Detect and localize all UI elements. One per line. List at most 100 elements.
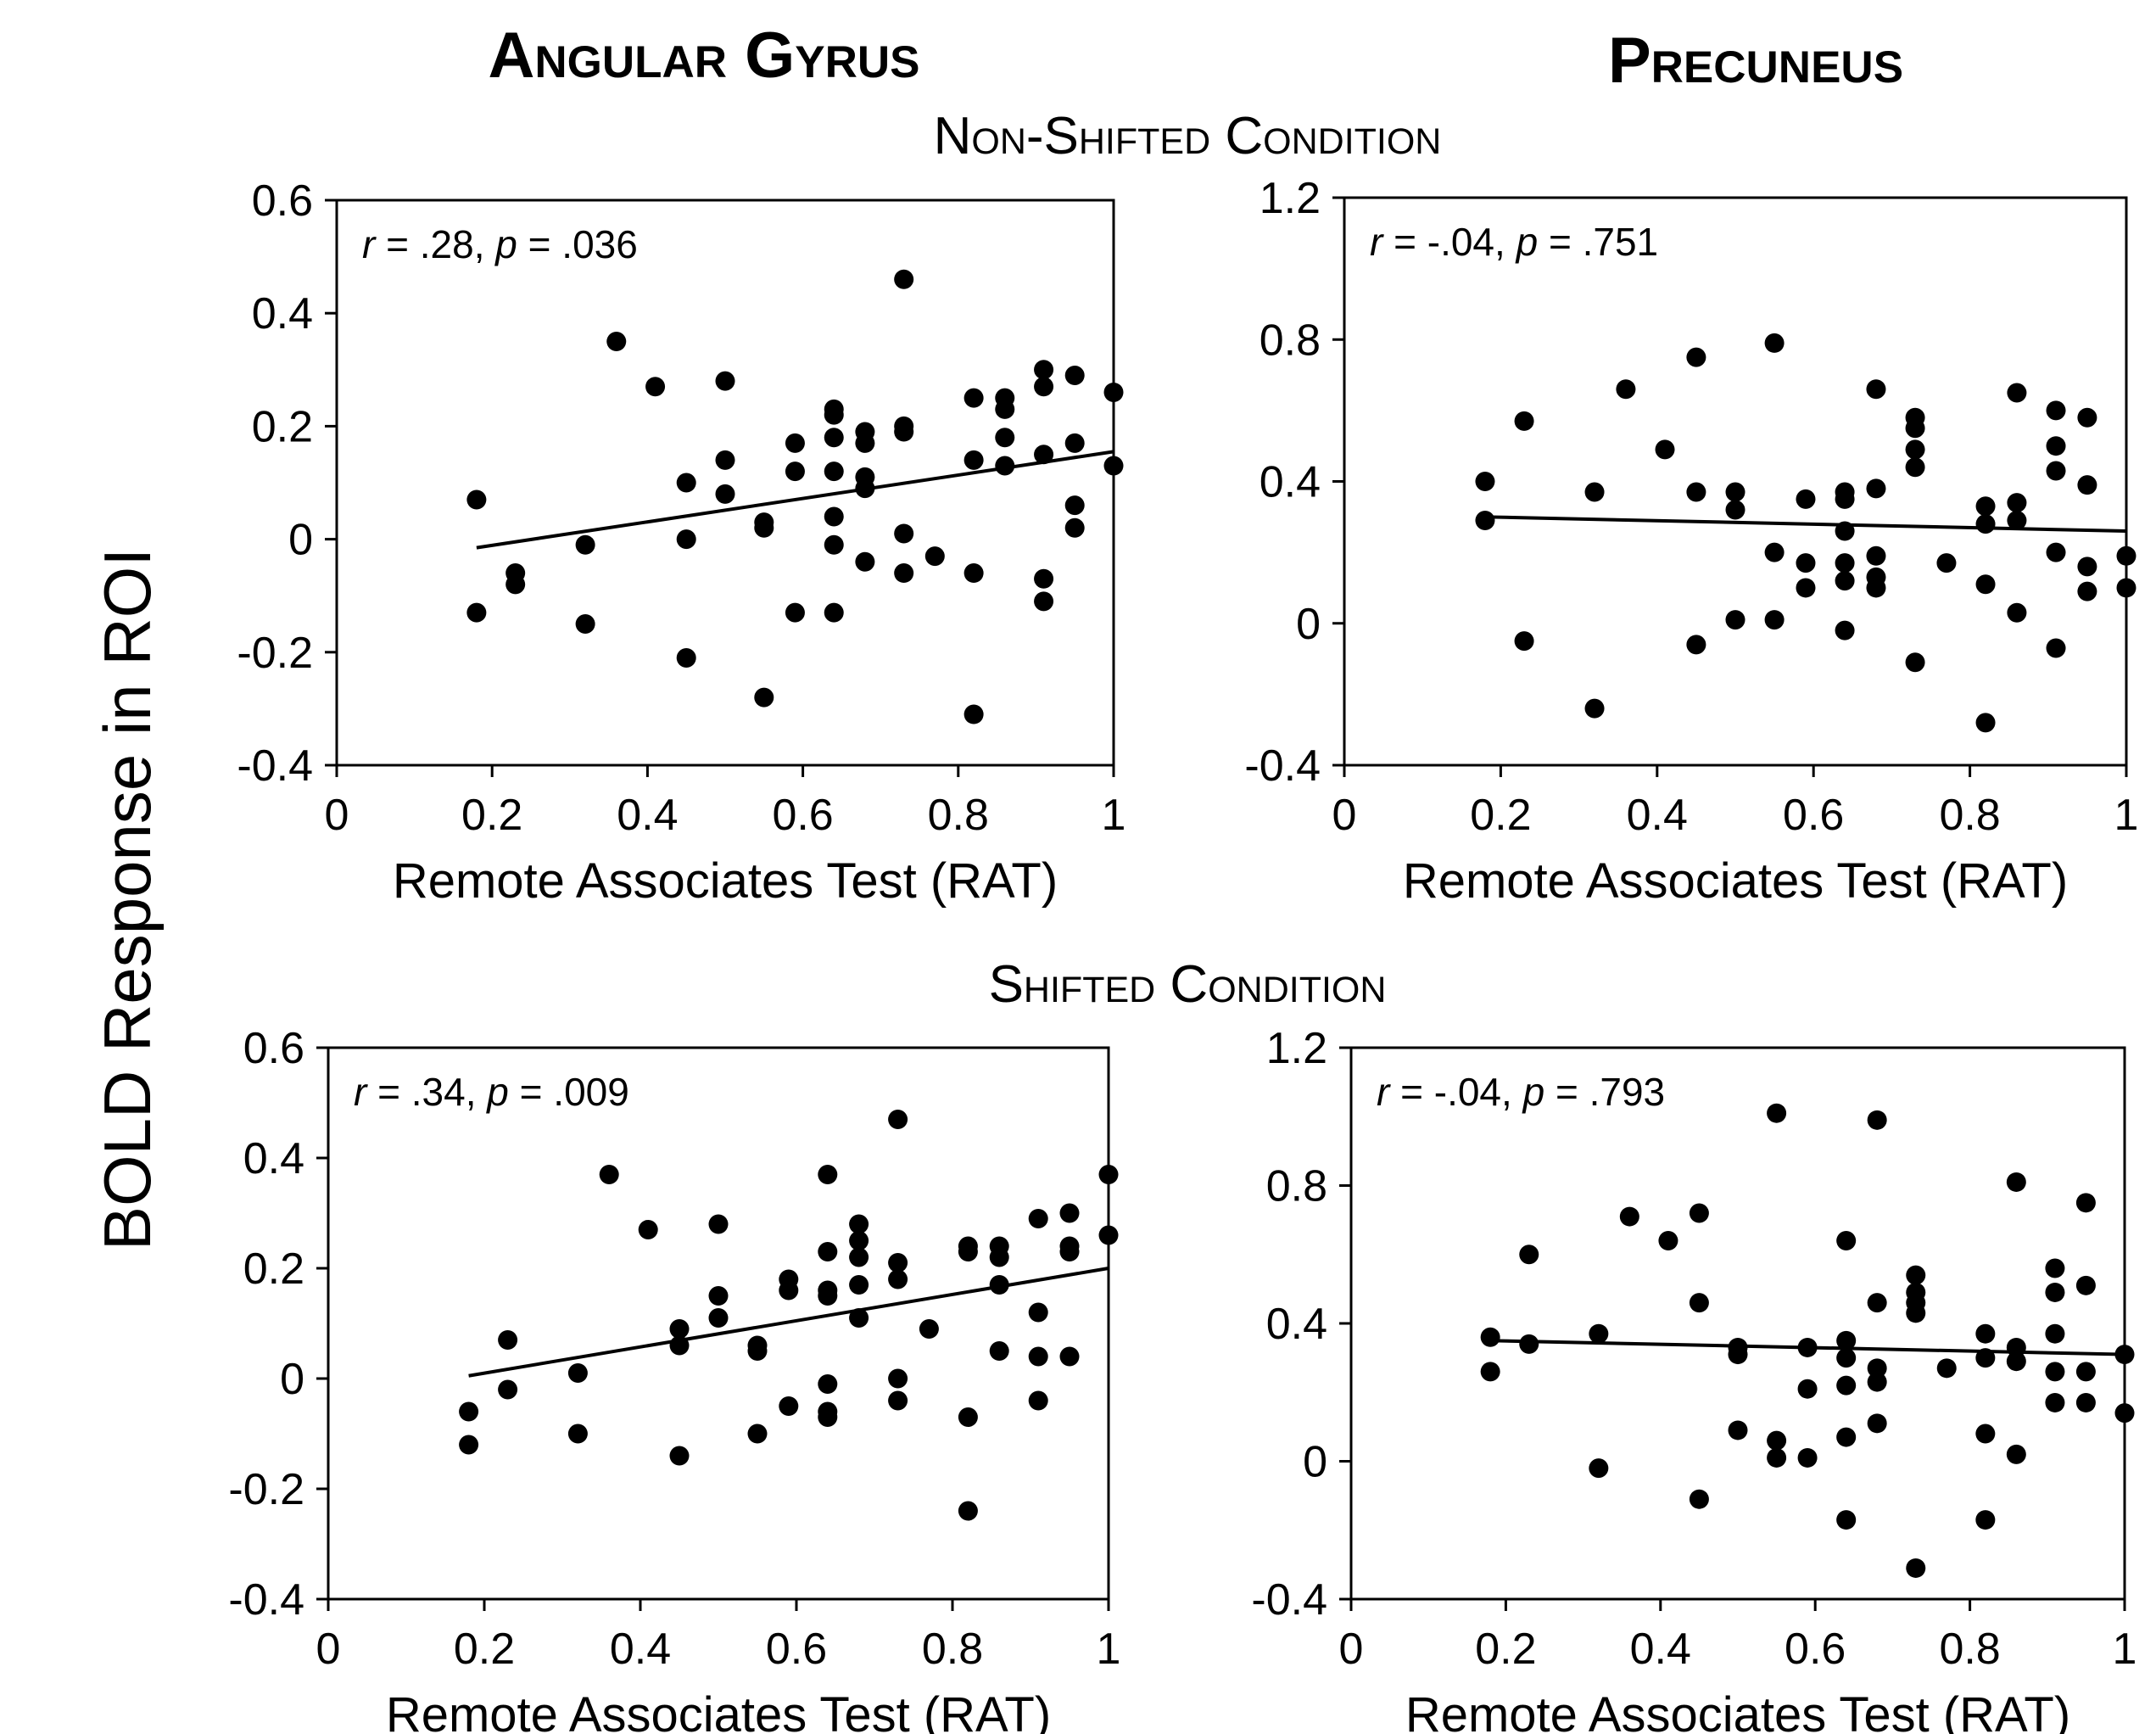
data-point <box>1767 1103 1787 1123</box>
data-point <box>1725 482 1745 502</box>
data-point <box>1028 1390 1048 1411</box>
data-point <box>747 1341 768 1361</box>
data-point <box>1835 489 1855 509</box>
data-point <box>849 1231 869 1250</box>
data-point <box>1975 1323 1996 1344</box>
data-point <box>2006 1444 2026 1464</box>
y-tick-label: 0.4 <box>1266 1300 1327 1349</box>
x-tick-label: 0 <box>316 1625 341 1674</box>
x-tick-label: 0.8 <box>922 1625 983 1674</box>
plot-frame <box>1349 1046 2126 1601</box>
y-tick-label: -0.2 <box>237 629 313 678</box>
data-point <box>963 450 984 470</box>
plot-frame <box>335 199 1115 767</box>
data-point <box>1064 433 1085 453</box>
data-point <box>645 377 666 397</box>
x-tick-label: 1 <box>1102 791 1126 840</box>
data-point <box>1480 1362 1500 1382</box>
x-tick-label: 1 <box>2114 791 2139 840</box>
data-point <box>989 1275 1009 1295</box>
data-point <box>2114 1403 2135 1424</box>
data-point <box>1906 1265 1926 1285</box>
data-point <box>2007 383 2027 403</box>
x-tick-label: 0 <box>1332 791 1357 840</box>
x-axis-label: Remote Associates Test (RAT) <box>393 853 1058 909</box>
y-tick-label: 0 <box>1303 1438 1327 1487</box>
data-point <box>1836 1231 1857 1250</box>
data-point <box>1728 1345 1748 1365</box>
data-point <box>818 1286 838 1306</box>
data-point <box>1059 1242 1080 1261</box>
data-point <box>1975 1510 1996 1530</box>
data-point <box>779 1280 799 1300</box>
data-point <box>1725 500 1745 520</box>
data-point <box>1905 652 1925 673</box>
data-point <box>824 428 844 448</box>
data-point <box>1866 379 1886 400</box>
data-point <box>963 388 984 408</box>
condition-title-shifted: Shifted Condition <box>988 955 1387 1014</box>
data-point <box>1764 610 1785 630</box>
annotation-r-value: = .28, <box>375 222 495 266</box>
annotation-r-label: r <box>362 222 377 266</box>
trend-line <box>468 1267 1109 1378</box>
data-point <box>1975 496 1996 517</box>
data-point <box>1686 347 1706 367</box>
data-point <box>1034 568 1054 589</box>
data-point <box>575 614 595 634</box>
data-point <box>888 1269 908 1289</box>
data-point <box>995 399 1015 419</box>
data-point <box>1689 1293 1709 1313</box>
data-point <box>1028 1209 1048 1228</box>
annotation-p-value: = .009 <box>509 1070 629 1114</box>
x-tick-label: 0.4 <box>1627 791 1688 840</box>
data-point <box>2045 1392 2065 1412</box>
data-point <box>1103 456 1124 476</box>
data-point <box>824 602 844 623</box>
x-tick-label: 1 <box>2113 1625 2137 1674</box>
data-point <box>754 517 774 538</box>
data-point <box>1519 1245 1539 1265</box>
data-point <box>708 1286 729 1306</box>
trend-line <box>476 450 1114 550</box>
data-point <box>849 1214 869 1234</box>
data-point <box>1034 377 1054 397</box>
y-tick-label: 0 <box>1296 600 1321 649</box>
data-point <box>818 1374 838 1394</box>
data-point <box>1059 1203 1080 1223</box>
y-tick-label: 0.2 <box>252 402 313 451</box>
data-point <box>2006 1351 2026 1372</box>
annotation-p-label: p <box>1522 1070 1545 1114</box>
data-point <box>1098 1165 1119 1184</box>
x-axis-label: Remote Associates Test (RAT) <box>1405 1687 2070 1734</box>
data-point <box>1686 482 1706 502</box>
annotation-p-label: p <box>485 1070 509 1114</box>
y-tick-label: 0.2 <box>243 1245 304 1294</box>
data-point <box>888 1253 908 1273</box>
data-point <box>785 433 805 453</box>
x-axis-label: Remote Associates Test (RAT) <box>386 1687 1051 1734</box>
y-tick-label: 0 <box>288 516 313 565</box>
y-tick-label: -0.4 <box>1251 1575 1327 1625</box>
data-point <box>2045 1282 2065 1302</box>
data-point <box>855 551 875 572</box>
data-point <box>1906 1303 1926 1323</box>
data-point <box>1936 553 1957 573</box>
y-tick-label: -0.2 <box>228 1465 304 1514</box>
y-tick-label: 1.2 <box>1260 174 1321 223</box>
x-tick-label: 0.8 <box>1939 1625 2000 1674</box>
data-point <box>1034 591 1054 612</box>
data-point <box>1867 1413 1887 1434</box>
data-point <box>2045 1362 2065 1382</box>
correlation-annotation: r = -.04, p = .793 <box>1377 1070 1665 1114</box>
data-point <box>849 1308 869 1328</box>
data-point <box>888 1390 908 1411</box>
data-point <box>2045 1323 2065 1344</box>
data-point <box>1767 1430 1787 1451</box>
data-point <box>669 1446 690 1466</box>
data-point <box>1514 411 1534 431</box>
condition-title-non-shifted: Non-Shifted Condition <box>933 107 1442 165</box>
data-point <box>715 484 735 504</box>
data-point <box>1835 571 1855 591</box>
